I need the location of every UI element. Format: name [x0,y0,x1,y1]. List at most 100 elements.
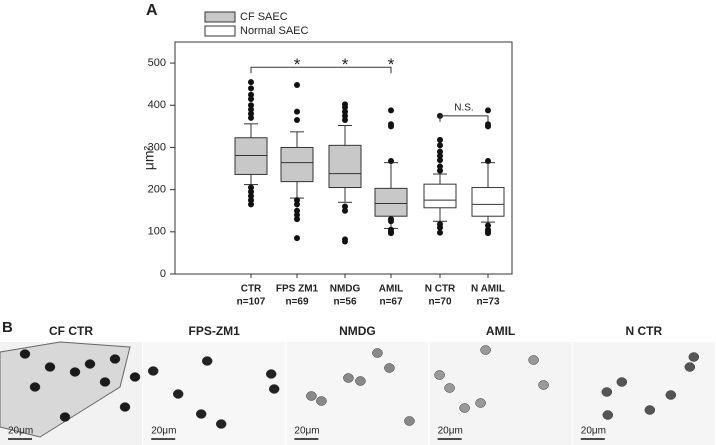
outlier [294,117,300,124]
outlier [294,216,300,223]
nucleus [480,345,491,355]
legend-swatch [204,25,236,37]
significance-bracket [439,115,489,122]
nucleus [306,391,317,401]
outlier [248,79,254,86]
nucleus [404,416,415,426]
nucleus [538,380,549,390]
micrograph [429,342,572,445]
nucleus [29,382,41,392]
image-title: FPS-ZM1 [189,324,241,338]
significance-mark: * [342,55,349,74]
outlier [437,157,443,164]
legend-swatch [204,11,236,23]
y-tick-label: 0 [160,268,166,280]
outlier [294,108,300,115]
x-tick-label: AMIL [379,284,403,295]
outlier [437,136,443,143]
outlier [437,229,443,236]
nucleus [195,409,207,419]
nucleus [355,376,366,386]
nucleus [372,348,383,358]
outlier [388,218,394,225]
outlier [342,238,348,245]
nucleus [601,387,613,397]
nucleus [215,419,227,429]
n-label: n=69 [285,297,309,308]
outlier [485,107,491,114]
nucleus [119,402,131,412]
outlier [294,197,300,204]
significance-mark: * [388,55,395,74]
image-title: N CTR [625,324,662,338]
nucleus [172,389,184,399]
nucleus [201,356,213,366]
outlier [248,102,254,109]
y-axis-label: μm² [141,145,157,170]
nucleus [688,352,700,362]
outlier [248,184,254,191]
nucleus [644,405,656,415]
outlier [294,201,300,208]
scale-bar-label: 20μm [438,426,463,437]
nucleus [444,383,455,393]
n-label: n=107 [237,297,266,308]
cell-sheet [0,341,131,438]
outlier [342,207,348,214]
panel-label: B [2,319,13,336]
outlier [388,230,394,237]
outlier [248,95,254,102]
nucleus [99,377,111,387]
outlier [437,152,443,159]
outlier [248,197,254,204]
outlier [388,107,394,114]
outlier [248,192,254,199]
significance-mark: N.S. [454,102,473,113]
scale-bar-label: 20μm [8,426,33,437]
significance-mark: * [294,55,301,74]
nucleus [265,369,277,379]
x-tick-label: FPS ZM1 [276,284,319,295]
image-title: CF CTR [49,324,93,338]
outlier [248,106,254,113]
scale-bar-label: 20μm [581,426,606,437]
significance-bracket [250,66,392,74]
nucleus [316,396,327,406]
outlier [342,117,348,124]
x-tick-label: N AMIL [471,284,505,295]
outlier [437,148,443,155]
n-label: n=70 [428,297,452,308]
nucleus [147,366,159,376]
box [471,187,505,217]
image-title: NMDG [339,324,376,338]
y-tick-label: 200 [148,184,166,196]
outlier [248,114,254,121]
outlier [485,230,491,237]
plot-frame [174,41,513,275]
outlier [388,123,394,130]
nucleus [528,355,539,365]
box [234,137,268,175]
outlier [485,157,491,164]
nucleus [109,354,121,364]
outlier [248,85,254,92]
box [423,183,457,209]
nucleus [616,377,628,387]
outlier [437,142,443,149]
legend-label: CF SAEC [240,11,288,23]
x-tick-label: N CTR [425,284,456,295]
outlier [342,104,348,111]
nucleus [684,362,696,372]
nucleus [69,367,81,377]
nucleus [84,359,96,369]
y-tick-label: 100 [148,226,166,238]
box [280,146,314,183]
panel-label: A [146,2,158,19]
box [374,187,408,217]
scale-bar-label: 20μm [294,426,319,437]
box [328,144,362,189]
outlier [437,167,443,174]
outlier [248,91,254,98]
nucleus [44,362,56,372]
